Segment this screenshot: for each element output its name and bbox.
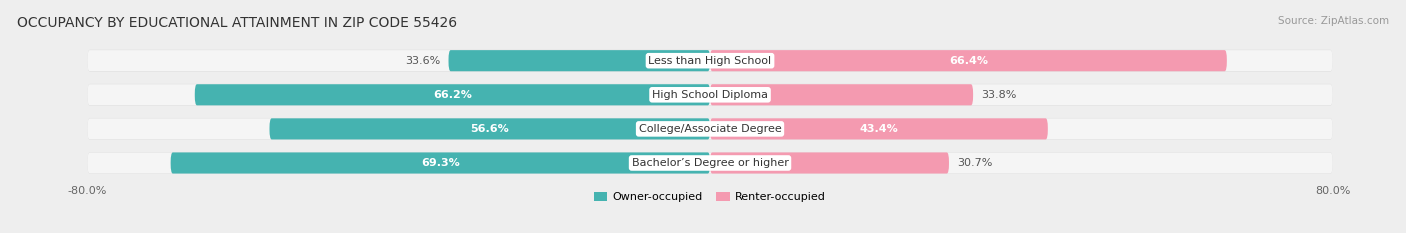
FancyBboxPatch shape (87, 118, 1333, 140)
FancyBboxPatch shape (87, 50, 1333, 71)
Text: 66.4%: 66.4% (949, 56, 988, 66)
FancyBboxPatch shape (449, 50, 710, 71)
Text: 56.6%: 56.6% (471, 124, 509, 134)
Text: Less than High School: Less than High School (648, 56, 772, 66)
FancyBboxPatch shape (87, 50, 1333, 72)
Text: 30.7%: 30.7% (956, 158, 993, 168)
Text: Source: ZipAtlas.com: Source: ZipAtlas.com (1278, 16, 1389, 26)
FancyBboxPatch shape (170, 152, 710, 174)
Text: OCCUPANCY BY EDUCATIONAL ATTAINMENT IN ZIP CODE 55426: OCCUPANCY BY EDUCATIONAL ATTAINMENT IN Z… (17, 16, 457, 30)
FancyBboxPatch shape (87, 152, 1333, 174)
Text: Bachelor’s Degree or higher: Bachelor’s Degree or higher (631, 158, 789, 168)
Text: 43.4%: 43.4% (859, 124, 898, 134)
FancyBboxPatch shape (195, 84, 710, 105)
Text: 66.2%: 66.2% (433, 90, 472, 100)
FancyBboxPatch shape (87, 84, 1333, 106)
FancyBboxPatch shape (710, 84, 973, 105)
FancyBboxPatch shape (270, 118, 710, 140)
Legend: Owner-occupied, Renter-occupied: Owner-occupied, Renter-occupied (589, 188, 831, 207)
FancyBboxPatch shape (710, 118, 1047, 140)
FancyBboxPatch shape (87, 152, 1333, 174)
Text: 69.3%: 69.3% (420, 158, 460, 168)
FancyBboxPatch shape (87, 118, 1333, 140)
Text: College/Associate Degree: College/Associate Degree (638, 124, 782, 134)
Text: 33.6%: 33.6% (405, 56, 440, 66)
FancyBboxPatch shape (710, 152, 949, 174)
FancyBboxPatch shape (87, 84, 1333, 105)
FancyBboxPatch shape (710, 50, 1227, 71)
Text: High School Diploma: High School Diploma (652, 90, 768, 100)
Text: 33.8%: 33.8% (981, 90, 1017, 100)
